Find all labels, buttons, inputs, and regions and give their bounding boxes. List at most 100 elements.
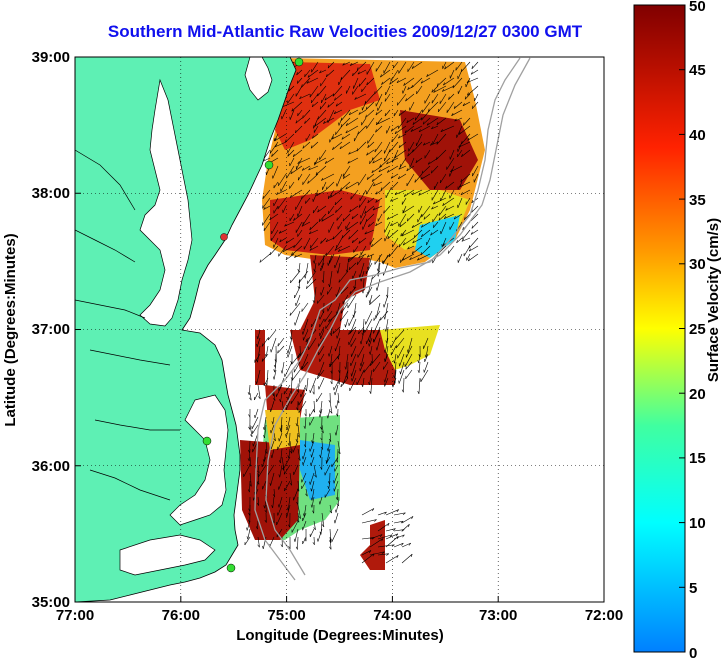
velocity-arrow bbox=[272, 416, 275, 425]
velocity-arrow bbox=[278, 173, 287, 186]
velocity-arrow bbox=[373, 318, 381, 334]
velocity-arrow bbox=[418, 377, 421, 394]
velocity-arrow-head bbox=[296, 407, 299, 411]
velocity-arrow bbox=[348, 229, 359, 240]
velocity-arrow bbox=[323, 117, 335, 124]
velocity-arrow bbox=[398, 237, 407, 248]
velocity-arrow bbox=[341, 109, 351, 121]
velocity-arrow bbox=[354, 93, 367, 100]
velocity-arrow-head bbox=[316, 193, 319, 196]
velocity-arrow bbox=[349, 286, 357, 295]
velocity-arrow bbox=[331, 528, 339, 542]
velocity-arrow-head bbox=[336, 413, 338, 417]
velocity-arrow-head bbox=[421, 117, 423, 121]
colorbar-scale bbox=[633, 4, 686, 653]
velocity-arrow-head bbox=[347, 259, 350, 263]
velocity-arrow-head bbox=[405, 98, 407, 102]
velocity-arrow bbox=[449, 149, 455, 160]
velocity-arrow-head bbox=[257, 544, 260, 548]
sound-lower bbox=[119, 534, 216, 576]
velocity-arrow bbox=[334, 93, 343, 101]
grid bbox=[75, 57, 604, 602]
velocity-arrow bbox=[325, 245, 335, 256]
velocity-arrow bbox=[398, 61, 407, 74]
velocity-arrow-head bbox=[276, 192, 279, 195]
velocity-arrow-head bbox=[368, 300, 371, 304]
velocity-arrow bbox=[278, 377, 285, 392]
velocity-arrow-head bbox=[318, 414, 321, 418]
velocity-arrow bbox=[375, 189, 383, 195]
velocity-arrow-head bbox=[272, 393, 275, 397]
velocity-arrow bbox=[329, 270, 333, 288]
velocity-arrow-head bbox=[348, 151, 351, 155]
velocity-arrow-head bbox=[295, 438, 298, 442]
velocity-arrow bbox=[341, 133, 351, 140]
velocity-arrow bbox=[398, 165, 407, 170]
velocity-arrow bbox=[390, 69, 399, 82]
velocity-arrow bbox=[361, 85, 367, 93]
velocity-arrow bbox=[248, 448, 251, 462]
velocity-arrow-head bbox=[384, 113, 386, 117]
velocity-arrow-head bbox=[381, 538, 384, 542]
velocity-arrow bbox=[249, 424, 253, 437]
velocity-arrow bbox=[289, 440, 293, 454]
velocity-arrow-head bbox=[451, 112, 454, 116]
velocity-arrow bbox=[399, 221, 407, 228]
velocity-arrow bbox=[352, 270, 357, 279]
velocity-arrow-head bbox=[394, 155, 397, 159]
colorbar-tick-label: 35 bbox=[689, 192, 706, 209]
velocity-arrow bbox=[289, 109, 295, 120]
velocity-arrow-head bbox=[398, 112, 401, 116]
velocity-arrow bbox=[273, 237, 279, 248]
velocity-arrow-head bbox=[289, 482, 292, 486]
velocity-arrow-head bbox=[390, 223, 393, 226]
velocity-arrow bbox=[431, 85, 439, 93]
velocity-arrow bbox=[263, 221, 271, 232]
velocity-arrow bbox=[311, 61, 319, 73]
velocity-arrow bbox=[317, 109, 327, 120]
velocity-arrow-head bbox=[319, 454, 321, 458]
velocity-arrow-head bbox=[325, 186, 328, 190]
velocity-arrow bbox=[384, 229, 391, 242]
velocity-arrow-head bbox=[400, 233, 402, 237]
velocity-arrow bbox=[307, 173, 319, 184]
velocity-arrow-head bbox=[440, 129, 443, 132]
velocity-arrow-head bbox=[375, 223, 378, 227]
velocity-arrow-head bbox=[317, 209, 320, 213]
velocity-arrow-head bbox=[247, 458, 250, 462]
velocity-arrow bbox=[470, 229, 479, 235]
velocity-arrow bbox=[466, 77, 479, 83]
velocity-arrow bbox=[396, 77, 407, 83]
velocity-arrow-head bbox=[471, 105, 474, 109]
velocity-arrow bbox=[431, 125, 439, 130]
velocity-arrow-head bbox=[396, 80, 399, 83]
velocity-arrow bbox=[311, 448, 315, 458]
velocity-arrow bbox=[473, 173, 479, 183]
velocity-arrow bbox=[438, 205, 447, 216]
velocity-arrow-head bbox=[255, 526, 258, 530]
velocity-arrow-head bbox=[296, 80, 299, 84]
velocity-arrow-head bbox=[297, 161, 300, 164]
velocity-arrow-head bbox=[354, 96, 357, 100]
velocity-arrow-head bbox=[328, 353, 330, 357]
velocity-arrow bbox=[446, 101, 455, 113]
velocity-arrow bbox=[457, 69, 463, 79]
velocity-arrow bbox=[372, 157, 383, 164]
velocity-arrow bbox=[456, 125, 463, 138]
velocity-arrow bbox=[373, 329, 381, 343]
velocity-arrow bbox=[289, 181, 295, 189]
velocity-arrow bbox=[257, 496, 260, 506]
velocity-arrow-head bbox=[383, 379, 386, 383]
velocity-arrow bbox=[276, 189, 287, 195]
velocity-arrow bbox=[322, 181, 327, 190]
velocity-arrow-head bbox=[304, 413, 307, 417]
velocity-arrow bbox=[289, 157, 295, 167]
velocity-arrow-head bbox=[423, 216, 426, 220]
velocity-arrow bbox=[296, 416, 299, 427]
velocity-arrow bbox=[384, 149, 391, 162]
velocity-arrow bbox=[418, 361, 421, 373]
velocity-arrow bbox=[400, 361, 405, 375]
velocity-arrow bbox=[306, 377, 309, 392]
velocity-arrow-head bbox=[324, 160, 327, 164]
velocity-arrow bbox=[331, 326, 333, 336]
